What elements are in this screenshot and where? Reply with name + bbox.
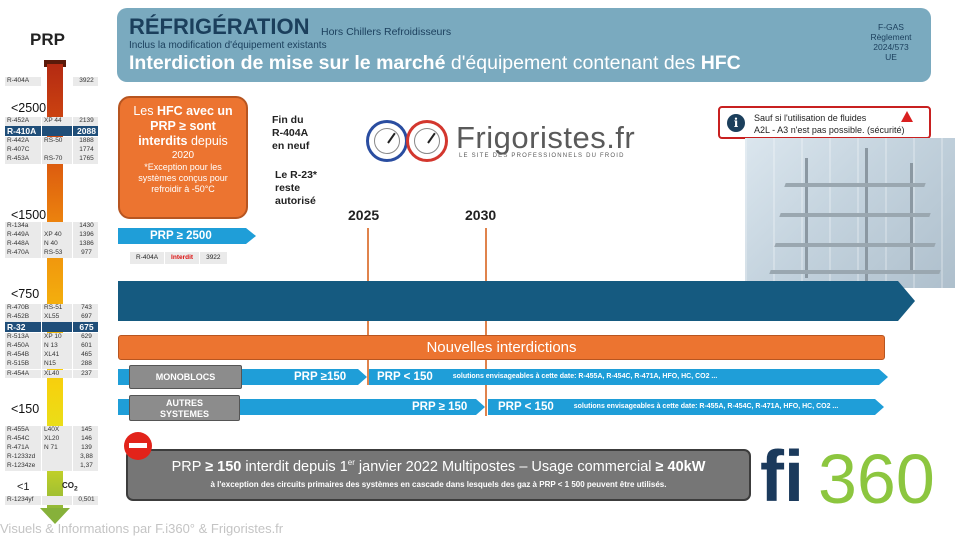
ref-group-2500: R-452A XP 44 2139 R-410A 2088 R-442A RS-50 1888… — [5, 117, 98, 164]
ref-row: R-407C 1774 — [5, 146, 98, 155]
threshold-150: <150 — [11, 402, 40, 416]
scale-down-arrow-icon — [40, 508, 70, 524]
monoblocs-label: MONOBLOCS — [129, 365, 242, 389]
autres-prp-lt-arrow: PRP < 150 solutions envisageables à cette… — [488, 399, 884, 415]
frigoristes-logo-text: Frigoristes.fr — [456, 120, 636, 155]
ref-row: R-471A N 71 139 — [5, 444, 98, 453]
cascade-exception-text: à l'exception des circuits primaires des… — [210, 479, 667, 489]
monoblocs-prp-lt-arrow: PRP < 150 solutions envisageables à cette… — [369, 369, 888, 385]
flammable-warning-icon — [901, 111, 913, 122]
frigoristes-tagline: LE SITE DES PROFESSIONNELS DU FROID — [459, 153, 625, 159]
header-note: Inclus la modification d'équipement exis… — [129, 40, 327, 51]
ref-row: R-404A 3922 — [5, 77, 98, 86]
hfc-ban-box: Les HFC avec un PRP ≥ sont interdits dep… — [118, 96, 248, 219]
ref-row: R-454B XL41 465 — [5, 351, 98, 360]
ref-row: R-452A XP 44 2139 — [5, 117, 98, 126]
ref-row: R-455A L40X 145 — [5, 426, 98, 435]
r404a-banned-row: R-404A Interdit 3922 — [130, 252, 228, 264]
ref-row: R-515B N15 288 — [5, 360, 98, 369]
ref-row: R-454A XL40 237 — [5, 369, 98, 379]
multipostes-ban-box: PRP ≥ 150 interdit depuis 1er janvier 20… — [126, 449, 751, 501]
header-title: RÉFRIGÉRATION — [129, 14, 310, 39]
year-2030: 2030 — [465, 207, 497, 223]
threshold-750: <750 — [11, 287, 40, 301]
ref-row: R-1234yf 0,501 — [5, 496, 98, 505]
threshold-1500: <1500 — [11, 208, 47, 222]
ref-group-1: R-1234yf 0,501 — [5, 496, 98, 505]
ref-group-750: R-470B RS-51 743 R-452B XL55 697 R-32 675 R-513A… — [5, 304, 98, 379]
prp-gradient-bar — [47, 64, 63, 512]
hfc-ban-text: Les HFC avec un PRP ≥ sont interdits dep… — [133, 104, 233, 148]
ref-row: R-452B XL55 697 — [5, 313, 98, 322]
cold-room-shelves-photo — [745, 138, 955, 288]
safety-info-box: i Sauf si l'utilisation de fluides A2L - … — [718, 106, 931, 139]
prp-2500-arrow: PRP ≥ 2500 — [118, 228, 256, 244]
ref-row: R-32 675 — [5, 322, 98, 333]
r404a-end-note: Fin du R-404A en neuf — [272, 114, 310, 152]
co2-label: CO2 — [62, 481, 78, 493]
hfc-ban-year: 2020 — [171, 150, 195, 161]
ref-group-150: R-455A L40X 145 R-454C XL20 146 R-471A N 71 139 R… — [5, 426, 98, 471]
ref-row: R-410A 2088 — [5, 126, 98, 137]
ref-row: R-448A N 40 1386 — [5, 240, 98, 249]
new-bans-banner: Nouvelles interdictions — [118, 335, 885, 360]
ref-row: R-1233zd 3,88 — [5, 453, 98, 462]
prohibited-icon — [124, 432, 152, 460]
ref-row: R-442A RS-50 1888 — [5, 137, 98, 146]
autres-systemes-label: AUTRES SYSTEMES — [129, 395, 240, 421]
prp-scale-title: PRP — [30, 30, 65, 49]
header-main-text: Interdiction de mise sur le marché d'équ… — [129, 52, 741, 74]
fi360-logo: fi 360 — [760, 437, 935, 515]
footer-credit: Visuels & Informations par F.i360° & Fri… — [0, 521, 284, 536]
header-banner: RÉFRIGÉRATION Hors Chillers Refroidisseu… — [117, 8, 931, 82]
fi360-logo-fi: fi — [760, 437, 804, 515]
ref-row: R-453A RS-70 1765 — [5, 155, 98, 164]
scale-bar-cap — [44, 60, 66, 67]
ref-group-1500: R-134a 1430 R-449A XP 40 1396 R-448A N 40 1386 R… — [5, 222, 98, 258]
timeline-2030-line — [485, 228, 487, 416]
ref-row: R-134a 1430 — [5, 222, 98, 231]
ref-row: R-449A XP 40 1396 — [5, 231, 98, 240]
ref-row: R-470B RS-51 743 — [5, 304, 98, 313]
ref-row: R-513A XP 10 629 — [5, 333, 98, 342]
ref-group-top: R-404A 3922 — [5, 77, 98, 86]
threshold-1: <1 — [17, 481, 30, 493]
multipostes-ban-text: PRP ≥ 150 interdit depuis 1er janvier 20… — [171, 458, 706, 475]
safety-info-text: Sauf si l'utilisation de fluides A2L - A3… — [754, 113, 905, 135]
ref-row: R-1234ze 1,37 — [5, 462, 98, 471]
info-icon: i — [727, 114, 745, 132]
fi360-logo-number: 360 — [818, 440, 935, 515]
ref-row: R-454C XL20 146 — [5, 435, 98, 444]
timeline-arrow-bar — [118, 281, 915, 321]
regulation-reference: F-GAS Règlement 2024/573 UE — [870, 22, 912, 62]
year-2025: 2025 — [348, 207, 380, 223]
header-subtitle: Hors Chillers Refroidisseurs — [321, 26, 452, 38]
r23-note: Le R-23* reste autorisé — [275, 169, 318, 207]
ref-row: R-450A N 13 601 — [5, 342, 98, 351]
frigoristes-gauges-icon — [366, 120, 448, 164]
ref-row: R-470A RS-53 977 — [5, 249, 98, 258]
hfc-exception-note: *Exception pour les systèmes conçus pour… — [138, 162, 228, 194]
threshold-2500: <2500 — [11, 101, 47, 115]
